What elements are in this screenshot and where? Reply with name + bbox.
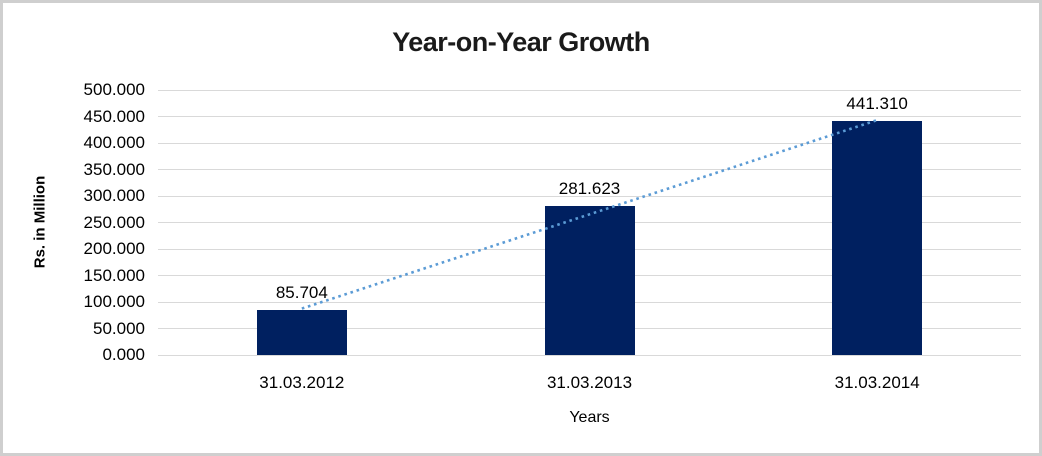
gridline: [158, 89, 1021, 91]
y-tick-label: 250.000: [83, 212, 145, 232]
x-tick-label: 31.03.2014: [834, 373, 920, 392]
y-axis-title: Rs. in Million: [31, 175, 49, 269]
bar: [832, 121, 923, 355]
y-tick-label: 100.000: [83, 292, 145, 311]
y-tick-label: 150.000: [83, 265, 145, 285]
data-label: 85.704: [275, 282, 328, 302]
y-tick-label: 500.000: [83, 80, 145, 99]
chart-title: Year-on-Year Growth: [392, 27, 650, 57]
y-tick-label: 300.000: [83, 186, 145, 205]
y-tick-label: 400.000: [83, 133, 145, 152]
y-tick-label: 450.000: [83, 106, 145, 126]
y-tick-label: 50.000: [93, 318, 145, 338]
x-tick-label: 31.03.2013: [546, 373, 633, 392]
gridline: [158, 354, 1021, 356]
bar: [544, 205, 635, 355]
x-tick-label: 31.03.2012: [259, 373, 345, 392]
y-tick-label: 200.000: [83, 239, 145, 258]
bar: [256, 309, 347, 355]
x-axis-title: Years: [569, 409, 610, 426]
y-tick-label: 350.000: [83, 159, 145, 179]
y-tick-label: 0.000: [102, 345, 145, 364]
data-label: 441.310: [846, 94, 908, 114]
gridline: [158, 116, 1021, 117]
data-label: 281.623: [558, 178, 621, 198]
